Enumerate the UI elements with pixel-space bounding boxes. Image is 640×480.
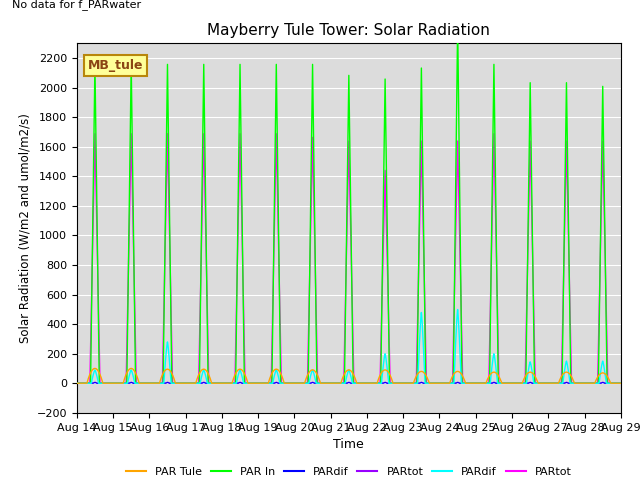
X-axis label: Time: Time xyxy=(333,438,364,451)
Text: MB_tule: MB_tule xyxy=(88,59,143,72)
Text: No data for f_PARwater: No data for f_PARwater xyxy=(12,0,141,10)
Legend: PAR Tule, PAR In, PARdif, PARtot, PARdif, PARtot: PAR Tule, PAR In, PARdif, PARtot, PARdif… xyxy=(122,462,576,480)
Y-axis label: Solar Radiation (W/m2 and umol/m2/s): Solar Radiation (W/m2 and umol/m2/s) xyxy=(18,113,31,343)
Title: Mayberry Tule Tower: Solar Radiation: Mayberry Tule Tower: Solar Radiation xyxy=(207,23,490,38)
